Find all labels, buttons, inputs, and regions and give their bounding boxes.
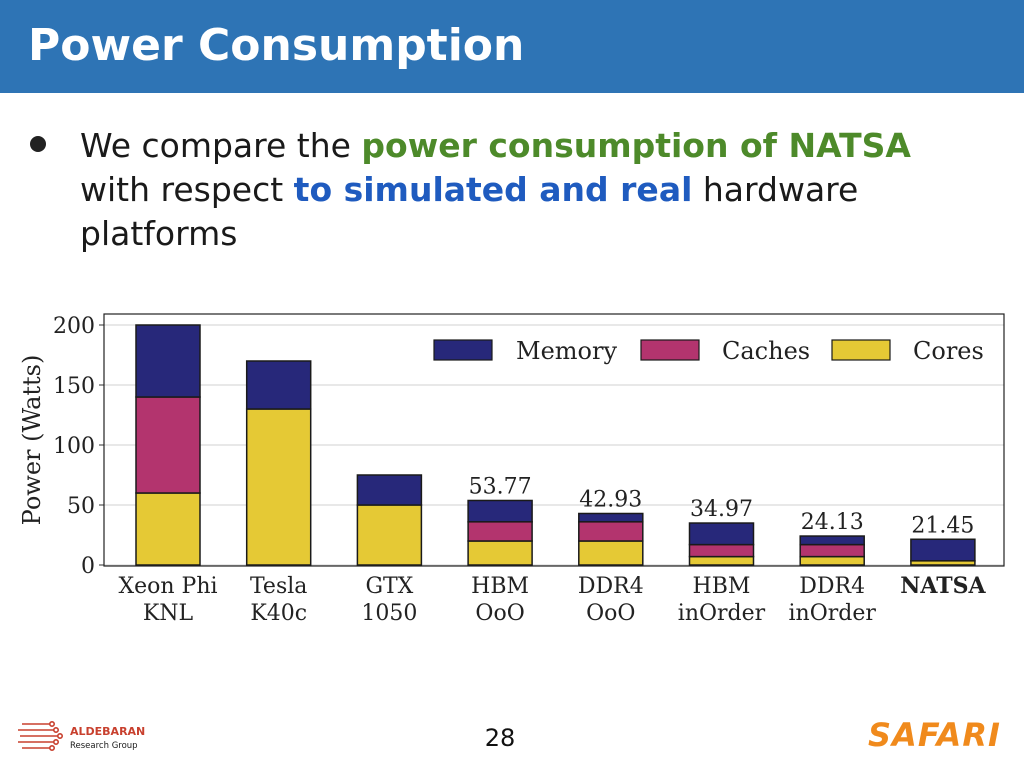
x-tick-label: HBM	[471, 574, 529, 599]
x-tick-label: NATSA	[900, 573, 986, 599]
bar-caches-segment	[467, 521, 533, 542]
x-tick-label: DDR4	[578, 574, 644, 599]
bar-caches-segment	[799, 543, 865, 558]
x-tick-label: 1050	[361, 601, 417, 626]
bullet-dot	[30, 136, 46, 152]
bar-caches-segment	[135, 396, 201, 494]
x-tick-label: inOrder	[789, 601, 877, 626]
bullet-text-part3: hardware platforms	[80, 170, 859, 253]
y-tick-label: 0	[81, 554, 95, 579]
bar-caches-segment	[578, 521, 644, 542]
bar-memory-segment	[135, 324, 201, 398]
aldebaran-name: ALDEBARAN	[70, 725, 145, 738]
x-tick-label: Xeon Phi	[118, 574, 217, 599]
bar-memory-segment	[578, 512, 644, 523]
aldebaran-subtitle: Research Group	[70, 741, 138, 751]
bar-cores-segment	[799, 555, 865, 566]
bullet-text-part2: with respect	[80, 170, 294, 209]
bar-memory-segment	[688, 522, 755, 546]
bar-caches-segment	[688, 543, 755, 558]
bar-memory-segment	[245, 360, 312, 410]
y-tick-label: 150	[53, 374, 95, 399]
bar-cores-segment	[578, 540, 644, 566]
y-tick-label: 50	[67, 494, 95, 519]
bar-total-label: 21.45	[911, 513, 974, 538]
bar-cores-segment	[245, 408, 312, 566]
bar-total-label: 42.93	[579, 487, 642, 512]
legend-label-memory: Memory	[516, 337, 617, 365]
x-tick-label: KNL	[143, 601, 194, 626]
bar-memory-segment	[356, 474, 423, 506]
bar-memory-segment	[910, 538, 976, 562]
y-axis-label: Power (Watts)	[18, 355, 46, 526]
x-tick-label: K40c	[250, 601, 307, 626]
bar-cores-segment	[135, 492, 201, 566]
legend-swatch-memory	[433, 339, 493, 361]
bar-total-label: 53.77	[469, 474, 532, 499]
bar-memory-segment	[467, 499, 533, 523]
x-tick-label: HBM	[693, 574, 751, 599]
bar-total-label: 34.97	[690, 497, 753, 522]
aldebaran-logo: ALDEBARAN Research Group	[18, 721, 145, 751]
legend-label-caches: Caches	[722, 337, 810, 365]
x-tick-label: GTX	[365, 574, 413, 599]
circuit-icon	[18, 721, 63, 751]
bar-memory-segment	[799, 535, 865, 546]
bar-total-label: 24.13	[801, 510, 864, 535]
safari-logo: SAFARI	[868, 716, 1001, 754]
x-tick-label: OoO	[475, 601, 524, 626]
x-tick-label: Tesla	[250, 574, 307, 599]
slide-title: Power Consumption	[28, 20, 525, 71]
bullet-highlight-simulated: to simulated and real	[293, 170, 693, 209]
bar-cores-segment	[467, 540, 533, 566]
title-bar: Power Consumption	[0, 0, 1024, 93]
legend-swatch-caches	[640, 339, 700, 361]
x-tick-label: DDR4	[799, 574, 865, 599]
legend-swatch-cores	[831, 339, 891, 361]
x-tick-label: OoO	[586, 601, 635, 626]
legend-label-cores: Cores	[913, 337, 984, 365]
y-tick-label: 100	[53, 434, 95, 459]
bullet-highlight-power: power consumption of NATSA	[361, 126, 911, 165]
bullet-text-part1: We compare the	[80, 126, 362, 165]
y-tick-label: 200	[53, 314, 95, 339]
x-tick-label: inOrder	[678, 601, 766, 626]
page-number: 28	[484, 724, 516, 752]
bar-cores-segment	[688, 555, 755, 566]
bar-cores-segment	[356, 504, 423, 566]
bullet-text: We compare the power consumption of NATS…	[80, 124, 980, 256]
plot-frame	[103, 313, 1005, 567]
